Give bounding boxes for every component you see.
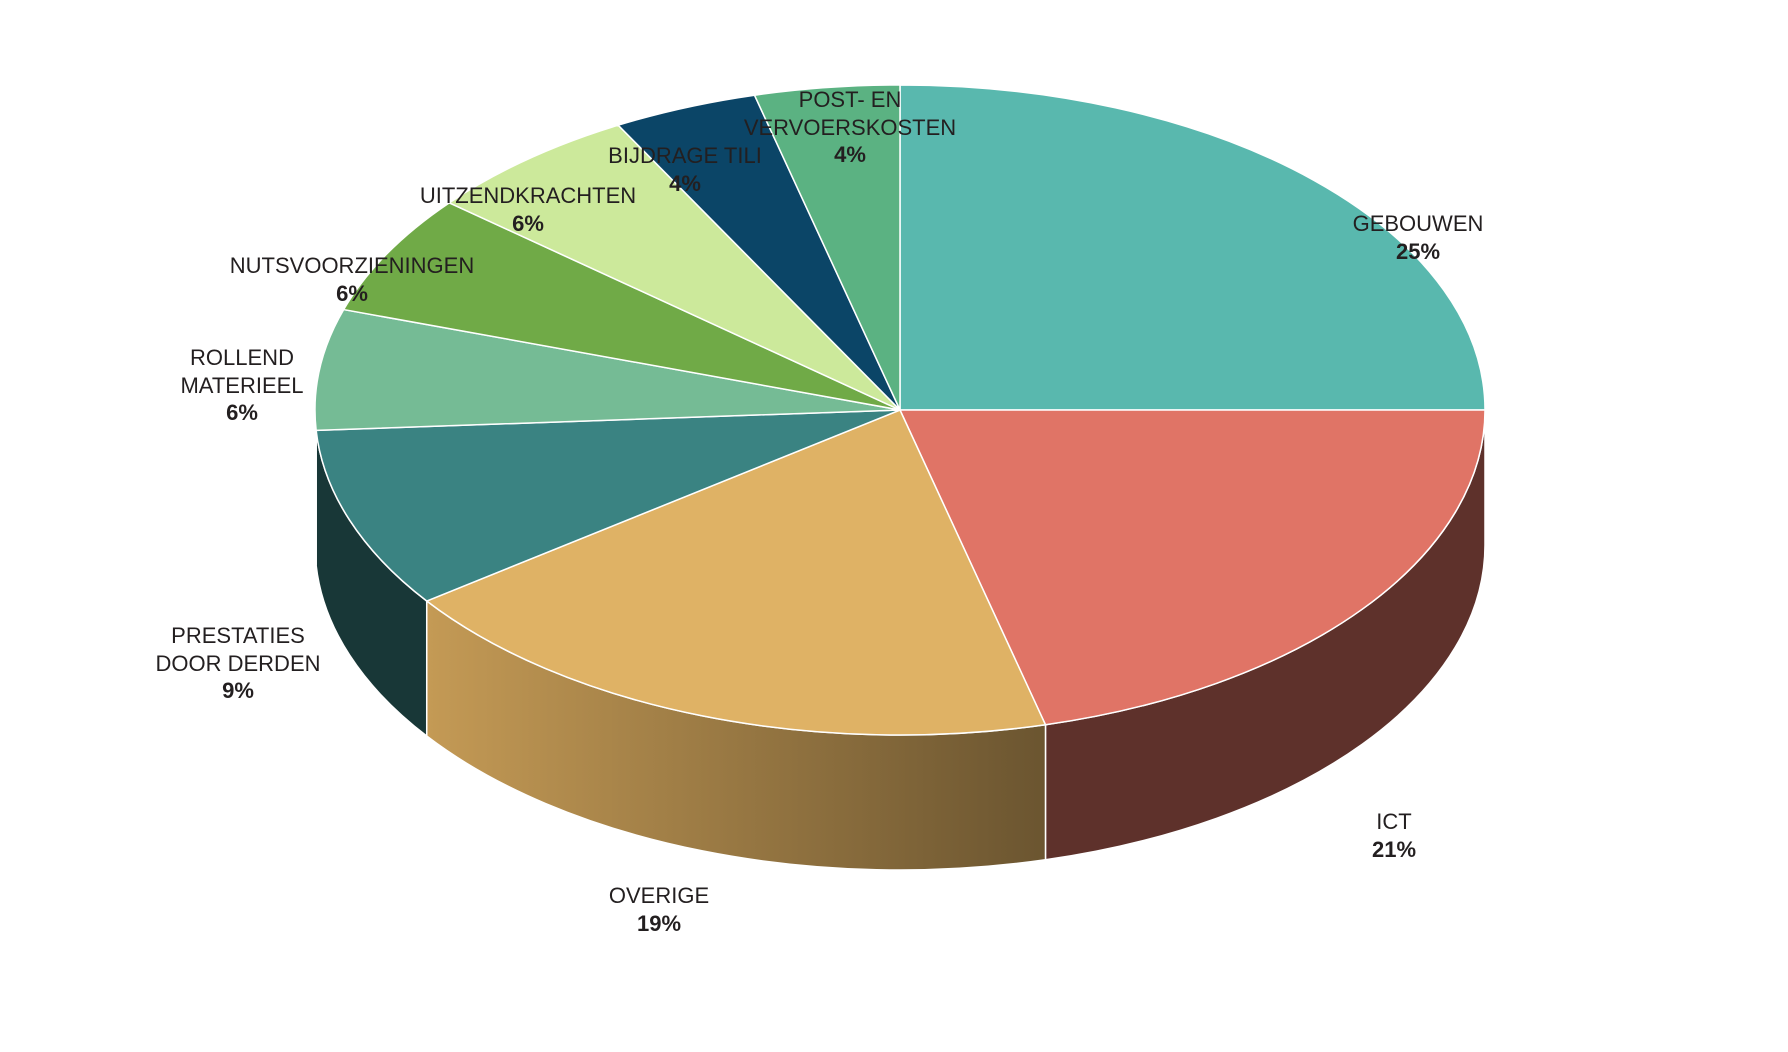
slice-name: OVERIGE xyxy=(608,883,710,908)
slice-name: NUTSVOORZIENINGEN xyxy=(229,253,475,278)
slice-label-ict: ICT 21% xyxy=(1372,808,1416,863)
slice-label-rollend-materieel: ROLLEND MATERIEEL 6% xyxy=(180,344,303,427)
slice-label-uitzendkrachten: UITZENDKRACHTEN 6% xyxy=(420,182,636,237)
slice-rollend-materieel xyxy=(314,308,901,432)
pie-tops xyxy=(314,84,1486,736)
slice-percent: 6% xyxy=(336,280,368,306)
pie-sides xyxy=(314,409,1486,871)
slice-label-nutsvoorzieningen: NUTSVOORZIENINGEN 6% xyxy=(230,252,474,307)
slice-ict xyxy=(899,409,1486,726)
slice-percent: 9% xyxy=(222,678,254,703)
slice-name: GEBOUWEN xyxy=(1352,211,1484,236)
slice-percent: 4% xyxy=(834,142,866,167)
slice-percent: 6% xyxy=(226,400,258,425)
slice-label-overige: OVERIGE 19% xyxy=(609,882,709,937)
slice-percent: 6% xyxy=(512,210,544,236)
slice-name: PRESTATIES DOOR DERDEN xyxy=(155,623,321,676)
slice-label-gebouwen: GEBOUWEN 25% xyxy=(1353,210,1484,265)
slice-name: UITZENDKRACHTEN xyxy=(419,183,637,208)
slice-name: BIJDRAGE TILI xyxy=(608,143,762,168)
slice-name: ICT xyxy=(1376,809,1412,834)
slice-name: ROLLEND MATERIEEL xyxy=(180,345,304,398)
slice-nutsvoorzieningen xyxy=(342,202,901,411)
slice-gebouwen xyxy=(899,84,1486,411)
slice-uitzendkrachten xyxy=(448,124,901,411)
slice-post-en-vervoerskosten xyxy=(753,84,901,411)
slice-percent: 4% xyxy=(669,170,701,196)
slice-prestaties-door-derden xyxy=(315,409,901,602)
slice-label-post-en-vervoerskosten: POST- EN VERVOERSKOSTEN 4% xyxy=(744,86,956,169)
slice-overige xyxy=(425,409,1047,736)
slice-label-bijdrage-tili: BIJDRAGE TILI 4% xyxy=(608,142,762,197)
slice-percent: 25% xyxy=(1395,238,1441,264)
slice-percent: 19% xyxy=(636,910,682,936)
slice-label-prestaties-door-derden: PRESTATIES DOOR DERDEN 9% xyxy=(155,622,320,705)
slice-name: POST- EN VERVOERSKOSTEN xyxy=(743,87,957,140)
slice-percent: 21% xyxy=(1371,836,1417,862)
